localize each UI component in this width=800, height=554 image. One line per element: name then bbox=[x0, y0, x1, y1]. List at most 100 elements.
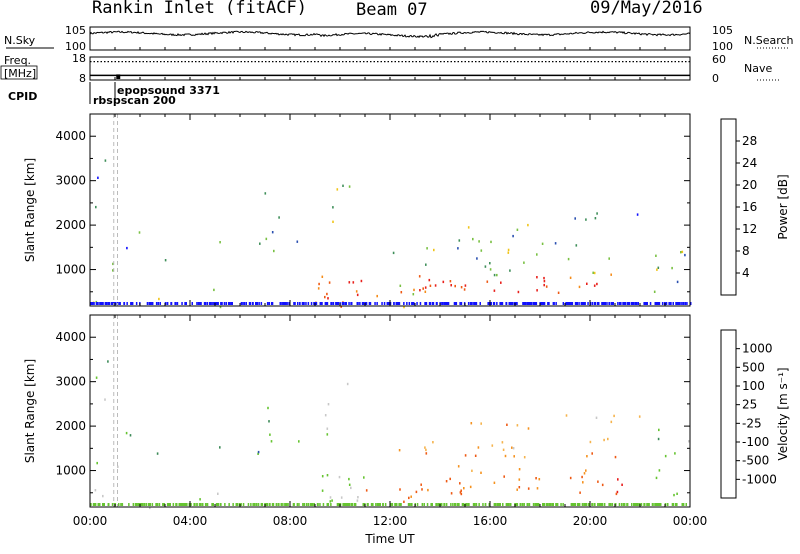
velocity-colorbar-tick-label: -1000 bbox=[742, 472, 777, 486]
power-pixel bbox=[565, 302, 567, 305]
power-pixel bbox=[489, 302, 492, 305]
velocity-pixel bbox=[583, 503, 585, 506]
velocity-pixel bbox=[657, 503, 660, 506]
power-pixel bbox=[395, 302, 397, 305]
velocity-pixel bbox=[398, 449, 401, 452]
power-pixel bbox=[543, 302, 546, 305]
velocity-pixel bbox=[324, 414, 327, 417]
velocity-pixel bbox=[488, 503, 490, 506]
power-pixel bbox=[603, 302, 605, 305]
velocity-pixel bbox=[399, 503, 402, 506]
velocity-pixel bbox=[502, 448, 505, 451]
velocity-pixel bbox=[354, 503, 357, 506]
velocity-pixel bbox=[674, 503, 677, 506]
velocity-pixel bbox=[257, 452, 259, 455]
velocity-pixel bbox=[194, 503, 196, 506]
power-pixel bbox=[227, 302, 230, 305]
xtick-label: 00:00 bbox=[73, 514, 108, 528]
velocity-pixel bbox=[598, 503, 601, 506]
velocity-pixel bbox=[610, 420, 613, 424]
power-colorbar-tick-label: 12 bbox=[742, 222, 757, 236]
velocity-pixel bbox=[682, 503, 685, 506]
power-pixel bbox=[303, 302, 305, 305]
power-pixel bbox=[206, 302, 209, 305]
velocity-pixel bbox=[459, 482, 461, 485]
power-ytick-label: 1000 bbox=[55, 263, 86, 277]
velocity-pixel bbox=[372, 503, 374, 506]
velocity-pixel bbox=[603, 503, 606, 506]
velocity-pixel bbox=[437, 503, 439, 506]
velocity-pixel bbox=[349, 503, 351, 506]
velocity-pixel bbox=[120, 503, 122, 506]
power-pixel bbox=[567, 257, 570, 261]
power-pixel bbox=[628, 302, 630, 305]
velocity-pixel bbox=[92, 503, 95, 506]
power-pixel bbox=[155, 302, 158, 305]
power-pixel bbox=[543, 283, 545, 287]
velocity-pixel bbox=[462, 503, 464, 506]
power-pixel bbox=[419, 302, 422, 305]
power-pixel bbox=[191, 302, 193, 305]
velocity-pixel bbox=[450, 503, 452, 506]
power-pixel bbox=[369, 302, 372, 305]
power-pixel bbox=[281, 302, 283, 305]
power-pixel bbox=[581, 302, 584, 305]
velocity-pixel bbox=[622, 503, 625, 506]
velocity-pixel bbox=[94, 489, 97, 492]
power-pixel bbox=[597, 302, 599, 305]
velocity-pixel bbox=[257, 503, 260, 506]
noise-sky-label: N.Sky bbox=[4, 34, 36, 47]
power-pixel bbox=[653, 290, 656, 293]
power-pixel bbox=[411, 302, 413, 305]
power-pixel bbox=[441, 302, 443, 305]
power-pixel bbox=[425, 302, 428, 305]
velocity-pixel bbox=[613, 414, 615, 418]
velocity-pixel bbox=[427, 488, 429, 492]
velocity-pixel bbox=[623, 503, 626, 506]
velocity-pixel bbox=[350, 486, 352, 490]
velocity-pixel bbox=[565, 414, 568, 417]
power-pixel bbox=[541, 242, 544, 245]
power-pixel bbox=[245, 302, 247, 305]
power-pixel bbox=[509, 269, 511, 272]
velocity-pixel bbox=[618, 503, 621, 506]
velocity-pixel bbox=[660, 503, 662, 506]
power-pixel bbox=[305, 302, 307, 305]
velocity-pixel bbox=[443, 503, 445, 506]
velocity-pixel bbox=[267, 406, 269, 410]
power-pixel bbox=[508, 302, 510, 305]
power-pixel bbox=[147, 302, 149, 305]
velocity-pixel bbox=[516, 424, 519, 427]
velocity-pixel bbox=[302, 503, 304, 506]
power-pixel bbox=[332, 220, 334, 223]
power-pixel bbox=[553, 302, 555, 305]
freq-panel-frame bbox=[89, 56, 691, 81]
velocity-pixel bbox=[597, 480, 599, 483]
velocity-pixel bbox=[199, 498, 201, 501]
velocity-pixel bbox=[516, 488, 518, 491]
power-pixel bbox=[675, 302, 677, 305]
power-pixel bbox=[107, 302, 110, 305]
velocity-pixel bbox=[603, 438, 605, 442]
velocity-pixel bbox=[268, 420, 270, 423]
power-pixel bbox=[352, 281, 355, 284]
power-pixel bbox=[432, 302, 435, 305]
velocity-pixel bbox=[655, 503, 658, 506]
velocity-pixel bbox=[94, 503, 97, 506]
velocity-pixel bbox=[99, 503, 101, 506]
velocity-pixel bbox=[658, 428, 660, 432]
velocity-pixel bbox=[435, 503, 437, 506]
velocity-pixel bbox=[676, 492, 678, 495]
power-pixel bbox=[684, 253, 686, 257]
power-pixel bbox=[273, 249, 275, 253]
power-pixel bbox=[611, 302, 613, 305]
velocity-pixel bbox=[346, 503, 348, 506]
velocity-pixel bbox=[416, 503, 419, 506]
velocity-pixel bbox=[183, 503, 185, 506]
power-pixel bbox=[228, 302, 231, 305]
velocity-colorbar-frame bbox=[720, 329, 737, 499]
velocity-pixel bbox=[339, 503, 342, 506]
velocity-pixel bbox=[254, 503, 256, 506]
power-pixel bbox=[215, 302, 217, 305]
power-pixel bbox=[493, 289, 496, 292]
